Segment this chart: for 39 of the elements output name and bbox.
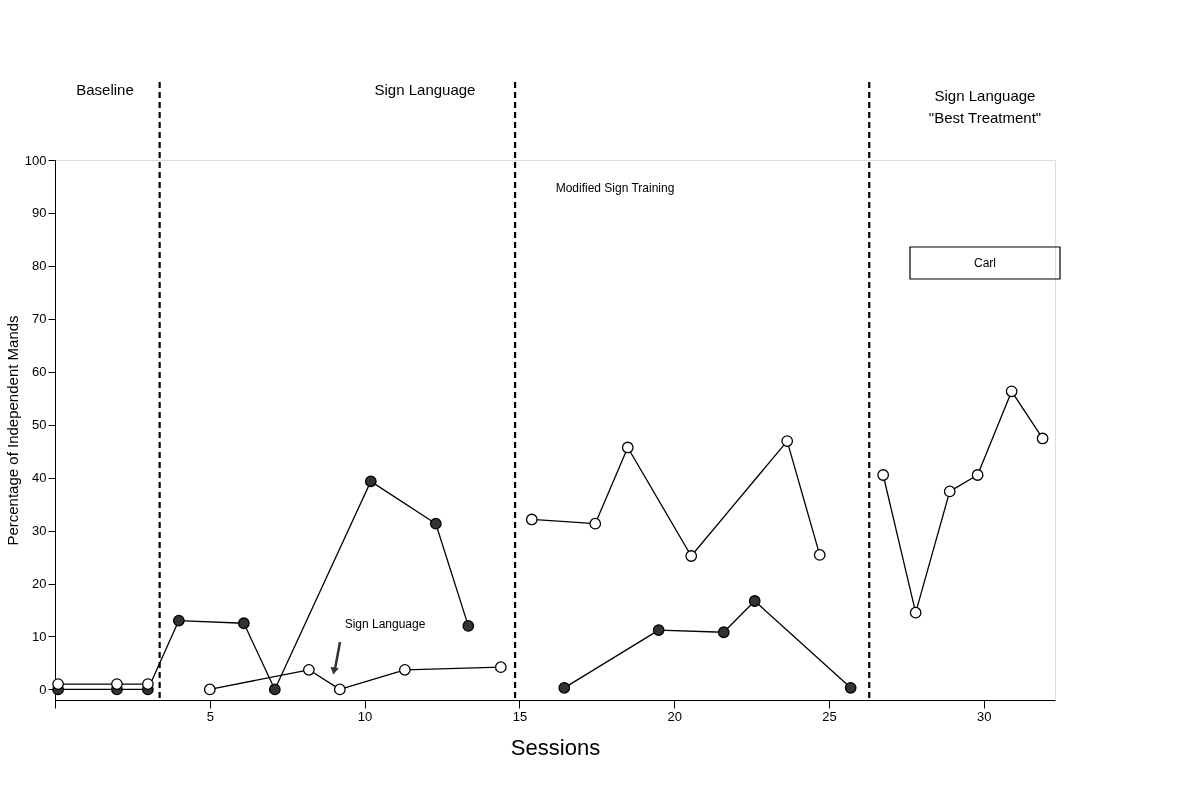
point (1036, 432, 1049, 445)
point (971, 469, 984, 481)
y-tick-label: 30 (32, 523, 47, 539)
y-tick-label: 80 (32, 258, 47, 274)
y-tick-label: 50 (32, 417, 47, 433)
x-tick-label: 20 (667, 708, 682, 724)
point (462, 620, 475, 632)
text: Baseline (76, 81, 134, 98)
y-tick-label: 90 (32, 205, 47, 221)
x-tick-label: 10 (357, 708, 373, 724)
point (237, 617, 250, 630)
y-tick-label: 100 (24, 152, 47, 168)
point (943, 485, 956, 498)
text: Sign Language "Best Treatment" (928, 87, 1042, 126)
point (111, 678, 123, 690)
y-axis-title: Percentage of Independent Mands (3, 315, 21, 546)
y-tick-label: 40 (32, 470, 47, 486)
point (172, 614, 185, 627)
annotation: Carl (973, 256, 997, 270)
x-axis-title: Sessions (510, 734, 601, 760)
x-tick-label: 25 (822, 708, 837, 724)
point (52, 678, 64, 690)
y-tick-label: 60 (32, 364, 47, 380)
y-tick-label: 10 (32, 628, 47, 644)
point (141, 678, 154, 690)
annotation: Modified Sign Training (555, 181, 675, 195)
x-tick-label: 5 (206, 708, 214, 724)
point (429, 517, 442, 530)
y-tick-label: 0 (39, 681, 47, 697)
point (909, 606, 922, 619)
point (1005, 385, 1018, 398)
point (364, 475, 377, 488)
point (877, 469, 890, 481)
annotation: Sign Language (344, 617, 426, 631)
text: Sign Language (374, 81, 476, 98)
x-tick-label: 30 (977, 708, 992, 724)
y-tick-label: 20 (32, 576, 47, 592)
x-tick-label: 15 (512, 708, 528, 724)
y-tick-label: 70 (32, 311, 47, 327)
